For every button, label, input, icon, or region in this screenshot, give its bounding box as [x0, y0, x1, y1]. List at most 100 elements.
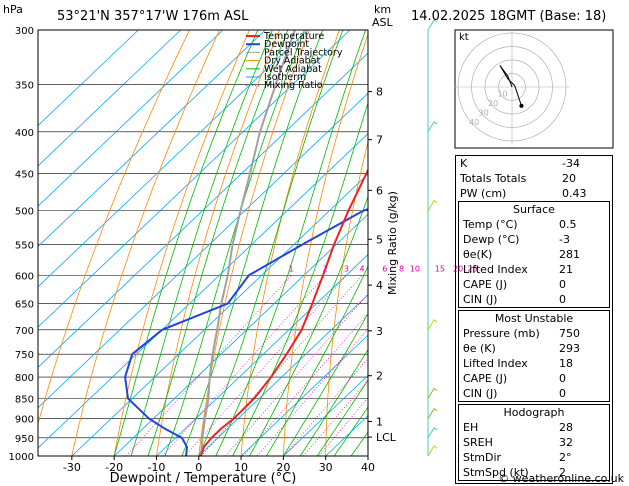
basic-index-row: PW (cm) 0.43: [456, 186, 612, 201]
pressure-tick-900: 900: [15, 415, 34, 426]
x-tick-label: 30: [319, 461, 333, 474]
mixing-ratio-label: 25: [468, 264, 478, 273]
most-unstable-index-row: θe (K) 293: [459, 341, 609, 356]
mixing-ratio-label: 4: [360, 264, 365, 273]
pressure-tick-850: 850: [15, 394, 34, 405]
basic-index-label: Totals Totals: [460, 172, 527, 185]
basic-index-label: K: [460, 157, 468, 170]
surface-index-label: CAPE (J): [463, 278, 508, 291]
legend-entry: Parcel Trajectory: [264, 47, 343, 58]
hodograph-ring-label: 10: [497, 89, 507, 98]
hodograph-frame: [454, 29, 614, 149]
storm-motion-dot: [519, 103, 524, 108]
surface-index-row: CIN (J) 0: [459, 292, 609, 307]
x-tick-label: 10: [234, 461, 248, 474]
isotherm: [38, 30, 139, 127]
hodograph-section: Hodograph EH 28 SREH 32 StmDir 2° StmSpd (kt) 2: [458, 404, 610, 481]
credit: © weatheronline.co.uk: [498, 472, 624, 485]
basic-index-row: K -34: [456, 156, 612, 171]
legend-entry: Dewpoint: [264, 39, 309, 50]
x-tick-label: -10: [147, 461, 165, 474]
most-unstable-index-value: 0: [559, 387, 566, 400]
indices-table: K -34 Totals Totals 20 PW (cm) 0.43 Surface T…: [455, 155, 613, 484]
hodograph-header: Hodograph: [503, 406, 565, 419]
basic-index-label: PW (cm): [460, 187, 507, 200]
hodograph-ring-label: 30: [479, 108, 489, 117]
x-tick-label: -30: [63, 461, 81, 474]
most-unstable-index-value: 0: [559, 372, 566, 385]
mixing-ratio-line: [242, 312, 368, 456]
dry-adiabat: [283, 32, 368, 456]
isotherm: [38, 30, 266, 248]
hodograph-index-value: 2°: [559, 451, 572, 464]
hodograph-index-value: 32: [559, 436, 573, 449]
mixing-ratio-label: 6: [382, 264, 387, 273]
height-label: LCL: [376, 431, 397, 444]
height-label: 2: [376, 370, 383, 383]
most-unstable-index-label: θe (K): [463, 342, 496, 355]
dry-adiabat: [113, 30, 250, 456]
surface-index-value: 0: [559, 293, 566, 306]
wet-adiabat: [283, 312, 368, 456]
pressure-tick-600: 600: [15, 271, 34, 282]
height-label: 7: [376, 134, 383, 147]
most-unstable-index-value: 750: [559, 327, 580, 340]
hodograph-index-row: StmDir 2°: [459, 450, 609, 465]
location-title: 53°21'N 357°17'W 176m ASL: [57, 9, 249, 24]
mixing-ratio-line: [126, 275, 292, 456]
wet-adiabat: [249, 195, 368, 456]
isotherm: [38, 133, 368, 449]
dry-adiabat: [38, 30, 190, 426]
wet-adiabat: [130, 30, 273, 456]
height-label: 4: [376, 279, 383, 292]
pressure-tick-500: 500: [15, 207, 34, 218]
surface-index-value: 21: [559, 263, 573, 276]
isotherm: [240, 334, 368, 456]
pressure-tick-450: 450: [15, 169, 34, 180]
dry-adiabat: [71, 30, 220, 456]
wet-adiabat: [266, 265, 368, 456]
isotherm: [38, 30, 308, 288]
hodograph-index-label: EH: [463, 421, 479, 434]
hodograph-index-value: 28: [559, 421, 573, 434]
hodograph-index-row: StmSpd (kt) 2: [459, 465, 609, 480]
wet-adiabat: [181, 30, 324, 456]
height-label: 8: [376, 86, 383, 99]
date-title: 14.02.2025 18GMT (Base: 18): [411, 9, 606, 24]
surface-index-label: θe(K): [463, 248, 493, 261]
surface-index-row: θe(K) 281: [459, 247, 609, 262]
mixing-ratio-label: 15: [435, 264, 445, 273]
wind-barb: [427, 387, 438, 399]
mixing-ratio-label: 2: [323, 264, 328, 273]
surface-index-row: Dewp (°C) -3: [459, 232, 609, 247]
pressure-tick-950: 950: [15, 434, 34, 445]
mixing-ratio-line: [162, 275, 326, 456]
wind-barb: [427, 319, 438, 331]
parcel-trajectory-line: [199, 30, 296, 456]
pressure-unit-label: hPa: [3, 3, 23, 16]
pressure-tick-1000: 1000: [9, 452, 34, 463]
dry-adiabat: [409, 30, 460, 456]
dewpoint-line: [124, 208, 368, 456]
dry-adiabat: [198, 30, 310, 456]
pressure-tick-550: 550: [15, 240, 34, 251]
most-unstable-index-value: 293: [559, 342, 580, 355]
legend-entry: Temperature: [263, 31, 324, 42]
surface-section: Surface Temp (°C) 0.5 Dewp (°C) -3 θe(K) 281 L…: [458, 201, 610, 308]
x-tick-label: 0: [195, 461, 202, 474]
pressure-tick-700: 700: [15, 326, 34, 337]
mixing-ratio-line: [283, 357, 368, 456]
hodograph-trace: [499, 65, 522, 107]
wind-barb: [427, 408, 438, 419]
hodograph-index-value: 2: [559, 466, 566, 479]
isotherm: [38, 30, 351, 328]
legend-entry: Mixing Ratio: [264, 80, 323, 91]
hodograph-index-label: StmSpd (kt): [463, 466, 529, 479]
basic-index-row: Totals Totals 20: [456, 171, 612, 186]
isotherm: [38, 30, 224, 207]
height-label: 5: [376, 233, 383, 246]
wet-adiabat: [147, 30, 289, 456]
mixing-ratio-label: 1: [288, 264, 293, 273]
legend-entry: Wet Adiabat: [264, 64, 322, 75]
